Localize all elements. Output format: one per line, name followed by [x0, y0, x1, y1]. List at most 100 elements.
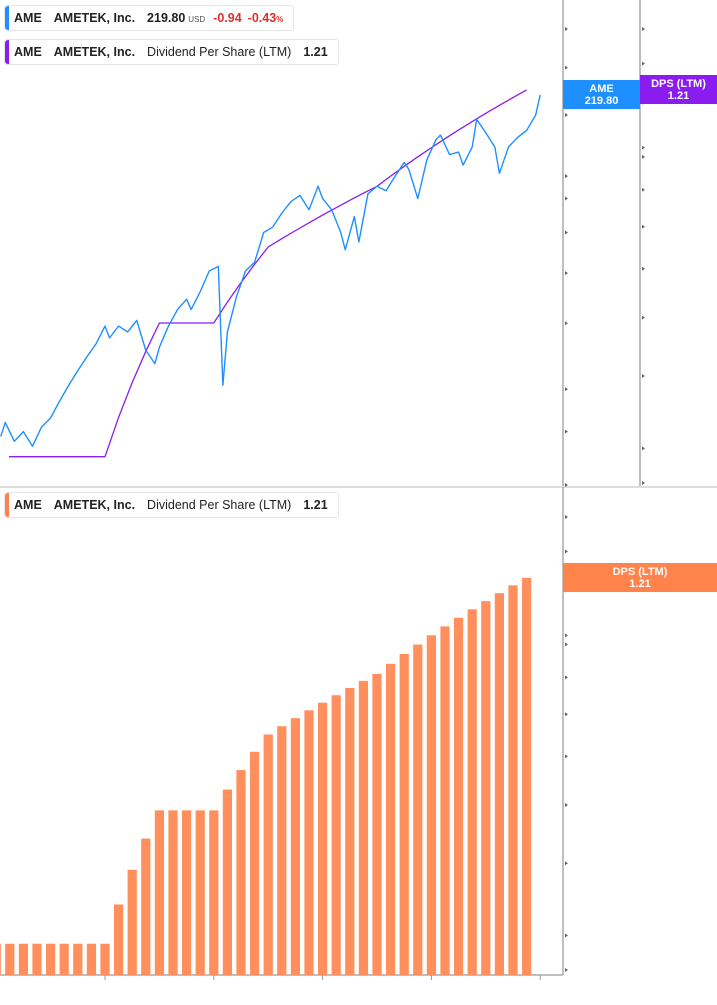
legend-price-value: 219.80 [147, 11, 186, 25]
dps-tick-mark [642, 187, 645, 192]
bar-tick-mark [565, 712, 568, 717]
dps-bar [141, 838, 151, 975]
price-tick-mark [565, 321, 568, 326]
legend-change: -0.94 [213, 11, 242, 25]
dps-bar [154, 810, 164, 975]
price-tick-mark [565, 196, 568, 201]
dps-tick-mark [642, 224, 645, 229]
dps-bar [250, 751, 260, 975]
dps-bottom-badge-value: 1.21 [629, 578, 651, 590]
dps-bar [18, 943, 28, 975]
bar-tick-mark [565, 549, 568, 554]
legend-pct-sign: % [276, 15, 284, 24]
legend-value: 1.21 [303, 498, 328, 512]
dps-bar [168, 810, 178, 975]
dps-bar [522, 577, 532, 975]
price-tick-mark [565, 65, 568, 70]
legend-ticker: AME [14, 45, 42, 59]
legend-currency: USD [188, 15, 206, 24]
price-tick-mark [565, 429, 568, 434]
dps-bar [59, 943, 69, 975]
dps-top-badge-value: 1.21 [667, 90, 690, 102]
dps-bar [114, 904, 124, 975]
bar-tick-mark [565, 933, 568, 938]
dps-bar [127, 869, 137, 975]
bar-tick-mark [565, 633, 568, 638]
legend-metric: Dividend Per Share (LTM) [147, 45, 292, 59]
price-badge-value: 219.80 [584, 95, 619, 107]
dps-bar [386, 663, 396, 975]
legend-dps-bottom[interactable]: AME AMETEK, Inc. Dividend Per Share (LTM… [4, 492, 339, 518]
dps-bar [372, 673, 382, 975]
dps-bar [413, 644, 423, 975]
dps-top-badge-label: DPS (LTM) [651, 78, 706, 90]
legend-company: AMETEK, Inc. [53, 45, 136, 59]
bar-tick-mark [565, 515, 568, 519]
bar-tick-mark [565, 803, 568, 808]
legend-company: AMETEK, Inc. [53, 11, 136, 25]
dps-top-badge: DPS (LTM) 1.21 [640, 75, 717, 104]
legend-change-pct: -0.43 [247, 11, 277, 25]
dps-tick-mark [642, 374, 645, 379]
dps-bar [46, 943, 56, 975]
dps-bar [0, 943, 1, 975]
dps-bar [277, 726, 287, 975]
dps-bar [290, 718, 300, 975]
legend-company: AMETEK, Inc. [53, 498, 136, 512]
legend-dps-top[interactable]: AME AMETEK, Inc. Dividend Per Share (LTM… [4, 39, 339, 65]
dps-bar [508, 585, 518, 975]
legend-color-bar [5, 40, 9, 64]
dps-bar [195, 810, 205, 975]
legend-ticker: AME [14, 498, 42, 512]
dps-bar [32, 943, 42, 975]
dps-bar [426, 635, 436, 975]
bar-tick-mark [565, 968, 568, 972]
dps-bar [467, 609, 477, 975]
dps-bar [494, 593, 504, 975]
dps-bar [454, 617, 464, 975]
dps-tick-mark [642, 61, 645, 66]
dps-tick-mark [642, 27, 645, 31]
dps-bottom-badge: DPS (LTM) 1.21 [563, 563, 717, 592]
legend-color-bar [5, 6, 9, 30]
price-tick-mark [565, 483, 568, 487]
dps-tick-mark [642, 145, 645, 150]
legend-value: 1.21 [303, 45, 328, 59]
bar-tick-mark [565, 675, 568, 680]
dps-bar [440, 626, 450, 975]
dps-tick-mark [642, 266, 645, 271]
dps-tick-mark [642, 481, 645, 485]
dps-bar [209, 810, 219, 975]
bar-tick-mark [565, 754, 568, 759]
dps-bar [399, 654, 409, 975]
legend-price[interactable]: AME AMETEK, Inc. 219.80 USD -0.94 -0.43% [4, 5, 295, 31]
dps-bar [481, 601, 491, 975]
dps-tick-mark [642, 154, 645, 159]
legend-color-bar [5, 493, 9, 517]
dps-bar [86, 943, 96, 975]
price-badge-label: AME [589, 83, 614, 95]
price-badge: AME 219.80 [563, 80, 640, 109]
dps-bar [345, 687, 355, 975]
price-tick-mark [565, 387, 568, 392]
dps-bar [100, 943, 110, 975]
dps-bar [222, 789, 232, 975]
dps-bar [5, 943, 15, 975]
dps-bottom-badge-label: DPS (LTM) [612, 566, 668, 578]
dps-bar [358, 680, 368, 975]
price-line [0, 94, 541, 448]
price-tick-mark [565, 271, 568, 276]
price-tick-mark [565, 27, 568, 31]
price-tick-mark [565, 174, 568, 179]
dps-bar [263, 734, 273, 975]
dps-bar [304, 710, 314, 975]
dps-bar [318, 702, 328, 975]
dps-tick-mark [642, 315, 645, 320]
dps-bar [182, 810, 192, 975]
legend-metric: Dividend Per Share (LTM) [147, 498, 292, 512]
bar-tick-mark [565, 642, 568, 647]
dps-bar [73, 943, 83, 975]
dps-bar [331, 695, 341, 975]
legend-ticker: AME [14, 11, 42, 25]
